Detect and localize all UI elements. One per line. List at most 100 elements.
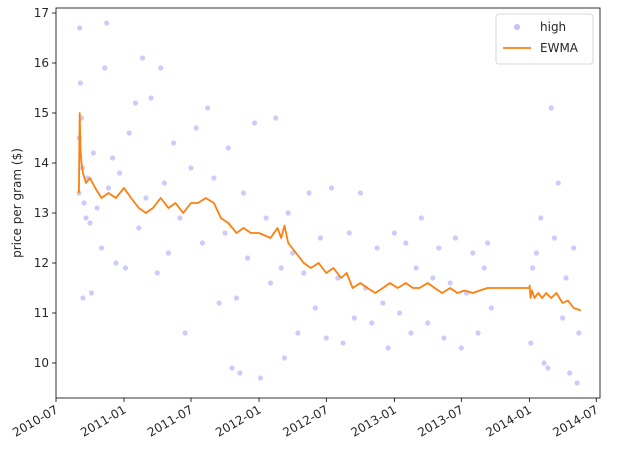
scatter-point <box>188 165 194 171</box>
scatter-point <box>563 275 569 281</box>
scatter-point <box>551 235 558 241</box>
scatter-point <box>199 240 205 246</box>
scatter-point <box>488 305 494 311</box>
scatter-point <box>430 275 436 281</box>
scatter-point <box>533 250 540 256</box>
y-tick-label: 17 <box>34 6 49 20</box>
scatter-point <box>295 330 301 336</box>
scatter-point <box>87 220 93 226</box>
scatter-point <box>237 370 243 376</box>
scatter-point <box>110 155 116 161</box>
y-tick-label: 11 <box>34 306 49 320</box>
scatter-point <box>285 210 291 216</box>
scatter-point <box>240 190 247 196</box>
scatter-point <box>98 245 105 251</box>
scatter-point <box>252 120 258 126</box>
y-tick-label: 12 <box>34 256 49 270</box>
legend-label-high: high <box>540 20 566 34</box>
y-tick-label: 16 <box>34 56 49 70</box>
line-series-ewma <box>78 112 582 312</box>
scatter-point <box>328 185 335 191</box>
scatter-point <box>571 245 577 251</box>
scatter-point <box>555 180 561 186</box>
x-tick-label: 2014-01 <box>483 402 533 439</box>
scatter-series-high <box>76 20 582 386</box>
scatter-point <box>380 300 386 306</box>
scatter-point <box>574 380 580 386</box>
scatter-point <box>113 260 119 266</box>
scatter-point <box>545 365 551 371</box>
x-tick-label: 2013-07 <box>415 402 465 439</box>
x-axis: 2010-07 2011-01 2011-07 2012-01 2012-07 2013-… <box>10 398 601 440</box>
scatter-point <box>104 20 110 26</box>
scatter-point <box>148 95 154 101</box>
scatter-point <box>374 245 380 251</box>
scatter-point <box>351 315 357 321</box>
scatter-point <box>385 345 391 351</box>
axes-frame <box>55 7 601 399</box>
scatter-point <box>182 330 188 336</box>
scatter-point <box>122 265 129 271</box>
scatter-point <box>541 360 547 366</box>
scatter-point <box>77 25 83 31</box>
scatter-point <box>90 150 96 156</box>
scatter-point <box>171 140 177 146</box>
scatter-point <box>263 215 269 221</box>
scatter-point <box>470 250 476 256</box>
legend-marker-high <box>514 24 520 30</box>
scatter-point <box>165 250 171 256</box>
scatter-point <box>245 255 251 261</box>
scatter-point <box>229 365 235 371</box>
scatter-point <box>222 230 228 236</box>
scatter-point <box>441 335 447 341</box>
scatter-point <box>139 55 146 61</box>
scatter-point <box>143 195 149 201</box>
scatter-point <box>233 295 240 301</box>
scatter-point <box>161 180 167 186</box>
scatter-point <box>105 185 112 191</box>
scatter-point <box>452 235 458 241</box>
scatter-point <box>548 105 554 111</box>
x-tick-label: 2012-07 <box>280 402 330 439</box>
scatter-point <box>323 335 329 341</box>
legend-frame <box>495 13 594 65</box>
plot-area <box>76 20 582 386</box>
scatter-point <box>475 330 481 336</box>
y-axis: 10 11 12 13 14 15 16 17 <box>34 6 56 370</box>
scatter-point <box>447 280 453 286</box>
scatter-point <box>257 375 264 381</box>
scatter-point <box>560 315 566 321</box>
scatter-point <box>306 190 312 196</box>
x-tick-label: 2011-01 <box>78 402 128 439</box>
scatter-point <box>538 215 544 221</box>
scatter-point <box>267 280 274 286</box>
x-tick-label: 2010-07 <box>10 402 60 439</box>
scatter-point <box>177 215 183 221</box>
scatter-point <box>567 370 573 376</box>
scatter-point <box>317 235 323 241</box>
x-tick-label: 2014-07 <box>550 402 600 439</box>
scatter-point <box>357 190 363 196</box>
scatter-point <box>281 355 288 361</box>
scatter-point <box>485 240 491 246</box>
scatter-point <box>117 170 123 176</box>
scatter-point <box>413 265 419 271</box>
x-tick-label: 2012-01 <box>213 402 263 439</box>
x-tick-label: 2013-01 <box>348 402 398 439</box>
scatter-point <box>273 115 279 121</box>
x-tick-label: 2011-07 <box>145 402 195 439</box>
scatter-point <box>94 205 100 211</box>
scatter-point <box>458 345 464 351</box>
scatter-point <box>408 330 414 336</box>
scatter-point <box>216 300 222 306</box>
scatter-point <box>81 200 87 206</box>
scatter-point <box>126 130 132 136</box>
scatter-point <box>340 340 346 346</box>
scatter-point <box>403 240 409 246</box>
scatter-point <box>211 175 217 181</box>
legend: high EWMA <box>495 13 594 65</box>
scatter-point <box>83 215 89 221</box>
scatter-point <box>158 65 164 71</box>
scatter-point <box>193 125 199 131</box>
